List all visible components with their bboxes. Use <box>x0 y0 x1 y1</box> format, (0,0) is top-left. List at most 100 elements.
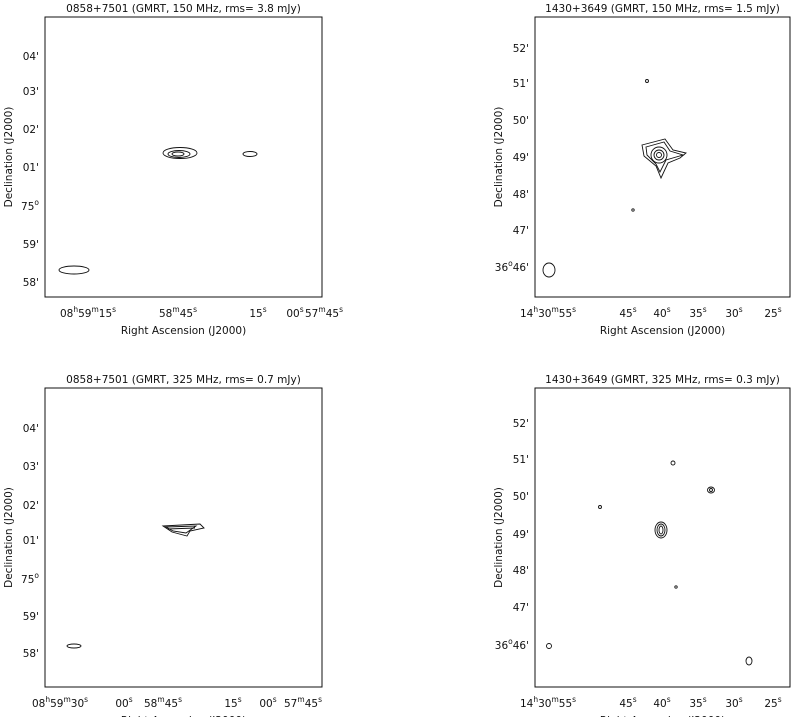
tick-label-part: 04' <box>23 423 39 435</box>
y-tick-label: 49' <box>513 529 529 541</box>
tick-label-part: 52' <box>513 418 529 430</box>
y-tick-label: 02' <box>23 500 39 512</box>
tick-label-part: 46' <box>513 640 529 652</box>
tick-label-part: 59 <box>78 308 91 320</box>
x-tick-label: 58m45s <box>159 305 197 321</box>
y-axis-label: Declination (J2000) <box>3 487 15 588</box>
tick-label-part: s <box>667 695 671 704</box>
tick-label-part: s <box>193 305 197 314</box>
tick-label-part: 59 <box>50 698 63 710</box>
tick-label-part: 49' <box>513 152 529 164</box>
tick-label-part: 45 <box>326 308 339 320</box>
tick-label-part: 30 <box>725 698 738 710</box>
tick-label-part: 40 <box>653 308 666 320</box>
x-tick-label: 35s <box>689 695 706 711</box>
tick-label-part: 75 <box>21 574 34 586</box>
tick-label-part: m <box>297 695 304 704</box>
tick-label-part: 02' <box>23 500 39 512</box>
tick-label-part: h <box>73 305 78 314</box>
y-tick-label: 02' <box>23 124 39 136</box>
y-tick-label: 58' <box>23 648 39 660</box>
x-tick-label: 57m45s <box>284 695 322 711</box>
tick-label-part: 45 <box>305 698 318 710</box>
y-tick-label: 50' <box>513 491 529 503</box>
tick-label-part: 57 <box>284 698 297 710</box>
tick-label-part: m <box>551 695 558 704</box>
x-tick-label: 58m45s <box>144 695 182 711</box>
y-tick-label: 49' <box>513 152 529 164</box>
y-tick-label: 01' <box>23 535 39 547</box>
y-tick-label: 01' <box>23 162 39 174</box>
y-tick-label: 36o46' <box>495 259 529 275</box>
tick-label-part: s <box>778 695 782 704</box>
tick-label-part: 35 <box>689 698 702 710</box>
y-tick-label: 48' <box>513 189 529 201</box>
tick-label-part: 04' <box>23 51 39 63</box>
tick-label-part: s <box>238 695 242 704</box>
tick-label-part: 49' <box>513 529 529 541</box>
contours-4 <box>546 460 753 666</box>
tick-label-part: 47' <box>513 602 529 614</box>
tick-label-part: s <box>273 695 277 704</box>
x-axis-label: Right Ascension (J2000) <box>121 325 246 337</box>
x-tick-label: 00s <box>115 695 132 711</box>
tick-label-part: 03' <box>23 461 39 473</box>
tick-label-part: 15 <box>224 698 237 710</box>
tick-label-part: 08 <box>60 308 73 320</box>
tick-label-part: 00 <box>259 698 272 710</box>
x-tick-label: 00s <box>259 695 276 711</box>
contours-2 <box>542 79 687 278</box>
tick-label-part: 58' <box>23 648 39 660</box>
tick-label-part: 58 <box>144 698 157 710</box>
tick-label-part: 47' <box>513 225 529 237</box>
tick-label-part: s <box>633 695 637 704</box>
y-tick-label: 75o <box>21 198 39 214</box>
x-tick-label: 14h30m55s <box>520 305 576 321</box>
tick-label-part: 45 <box>180 308 193 320</box>
tick-label-part: 01' <box>23 535 39 547</box>
tick-label-part: 02' <box>23 124 39 136</box>
tick-label-part: o <box>508 259 513 268</box>
x-tick-label: 15s <box>224 695 241 711</box>
tick-label-part: s <box>667 305 671 314</box>
tick-label-part: 45 <box>619 698 632 710</box>
tick-label-part: s <box>572 305 576 314</box>
tick-label-part: 55 <box>559 308 572 320</box>
tick-label-part: s <box>703 695 707 704</box>
panel-title: 1430+3649 (GMRT, 325 MHz, rms= 0.3 mJy) <box>545 374 780 386</box>
tick-label-part: s <box>572 695 576 704</box>
tick-label-part: o <box>34 198 39 207</box>
y-axis-label: Declination (J2000) <box>3 107 15 208</box>
y-tick-label: 52' <box>513 418 529 430</box>
tick-label-part: m <box>172 305 179 314</box>
tick-label-part: 40 <box>653 698 666 710</box>
tick-label-part: 51' <box>513 78 529 90</box>
tick-label-part: 14 <box>520 698 534 710</box>
tick-label-part: 14 <box>520 308 534 320</box>
tick-label-part: 25 <box>764 698 777 710</box>
tick-label-part: 48' <box>513 565 529 577</box>
y-axis-label: Declination (J2000) <box>493 487 505 588</box>
tick-label-part: 01' <box>23 162 39 174</box>
x-axis-label: Right Ascension (J2000) <box>121 715 246 717</box>
y-tick-label: 03' <box>23 461 39 473</box>
tick-label-part: 25 <box>764 308 777 320</box>
y-tick-label: 59' <box>23 611 39 623</box>
x-tick-label: 57m45s <box>305 305 343 321</box>
y-tick-label: 75o <box>21 571 39 587</box>
tick-label-part: 59' <box>23 611 39 623</box>
tick-label-part: 45 <box>619 308 632 320</box>
tick-label-part: 30 <box>538 308 551 320</box>
tick-label-part: 51' <box>513 454 529 466</box>
y-tick-label: 36o46' <box>495 637 529 653</box>
tick-label-part: s <box>703 305 707 314</box>
tick-label-part: 03' <box>23 86 39 98</box>
y-tick-label: 47' <box>513 602 529 614</box>
tick-label-part: 36 <box>495 262 509 274</box>
x-tick-label: 45s <box>619 305 636 321</box>
tick-label-part: 08 <box>32 698 45 710</box>
y-tick-label: 04' <box>23 51 39 63</box>
tick-label-part: h <box>45 695 50 704</box>
tick-label-part: s <box>178 695 182 704</box>
x-tick-label: 00s <box>286 305 303 321</box>
